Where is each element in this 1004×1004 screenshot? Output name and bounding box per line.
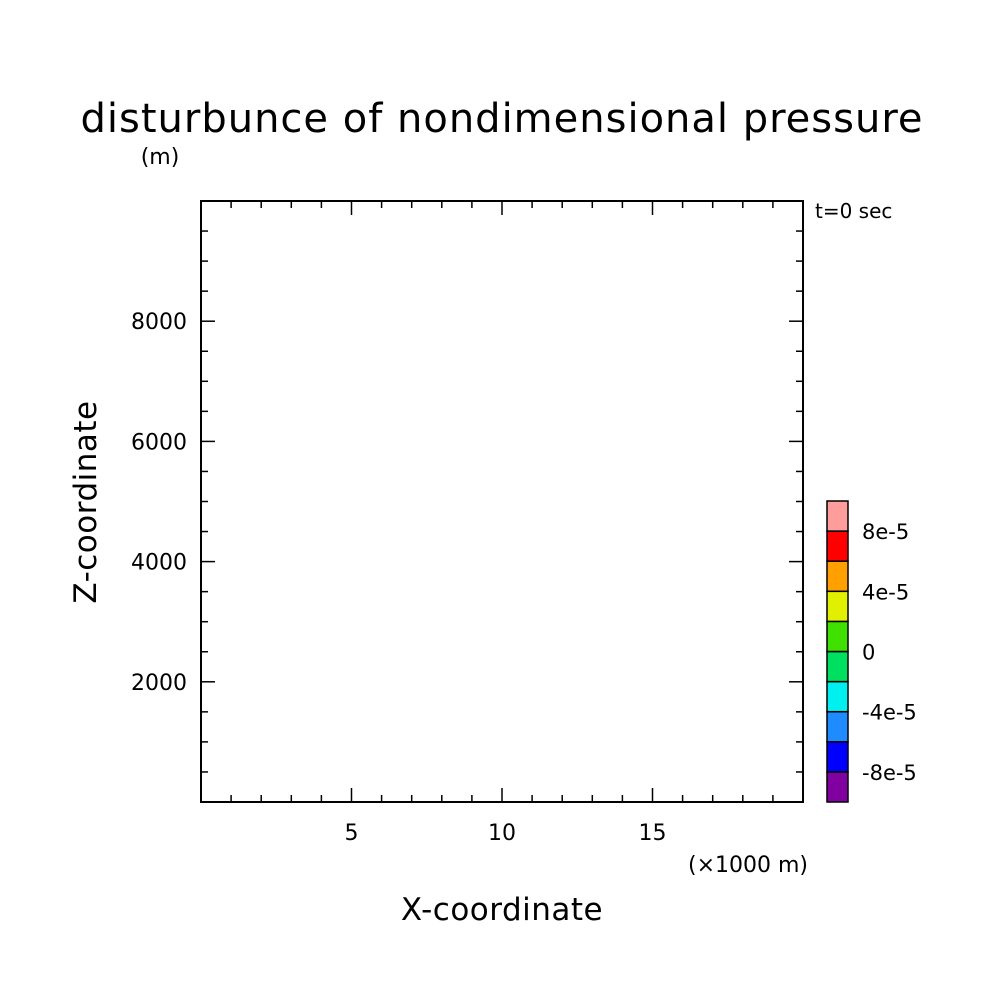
x-axis-unit: (×1000 m) bbox=[688, 853, 808, 878]
colorbar-swatch bbox=[826, 620, 849, 653]
y-tick-label: 2000 bbox=[131, 671, 187, 696]
x-tick-label: 15 bbox=[639, 821, 667, 846]
colorbar-swatch bbox=[826, 650, 849, 683]
colorbar-swatch bbox=[826, 710, 849, 743]
y-tick-labels: 2000 4000 6000 8000 bbox=[131, 310, 187, 696]
y-tick-label: 4000 bbox=[131, 551, 187, 576]
colorbar-swatch bbox=[826, 530, 849, 562]
x-tick-labels: 5 10 15 bbox=[345, 821, 667, 846]
colorbar-labels: -8e-5 -4e-5 0 4e-5 8e-5 bbox=[862, 520, 917, 785]
colorbar-tick-label: -8e-5 bbox=[862, 761, 917, 785]
x-tick-label: 10 bbox=[488, 821, 516, 846]
x-tick-label: 5 bbox=[345, 821, 359, 846]
y-tick-label: 8000 bbox=[131, 310, 187, 335]
axis-ticks bbox=[201, 201, 803, 802]
colorbar-swatch bbox=[826, 560, 849, 593]
colorbar-tick-label: 8e-5 bbox=[862, 520, 909, 544]
time-label: t=0 sec bbox=[815, 199, 892, 223]
colorbar-swatch bbox=[826, 680, 849, 713]
colorbar-swatch bbox=[826, 590, 849, 623]
colorbar-tick-label: 0 bbox=[862, 641, 875, 665]
y-axis-label: Z-coordinate bbox=[68, 400, 104, 603]
colorbar-swatch bbox=[826, 741, 849, 773]
colorbar-tick-label: -4e-5 bbox=[862, 701, 917, 725]
colorbar bbox=[826, 500, 849, 803]
chart-title: disturbunce of nondimensional pressure bbox=[81, 96, 924, 142]
plot-frame bbox=[200, 200, 804, 803]
plot-area bbox=[201, 201, 803, 802]
colorbar-swatch bbox=[826, 500, 849, 532]
colorbar-swatch bbox=[826, 771, 849, 803]
colorbar-tick-label: 4e-5 bbox=[862, 580, 909, 604]
y-tick-label: 6000 bbox=[131, 430, 187, 455]
x-axis-label: X-coordinate bbox=[401, 892, 603, 928]
y-axis-unit: (m) bbox=[141, 145, 180, 170]
